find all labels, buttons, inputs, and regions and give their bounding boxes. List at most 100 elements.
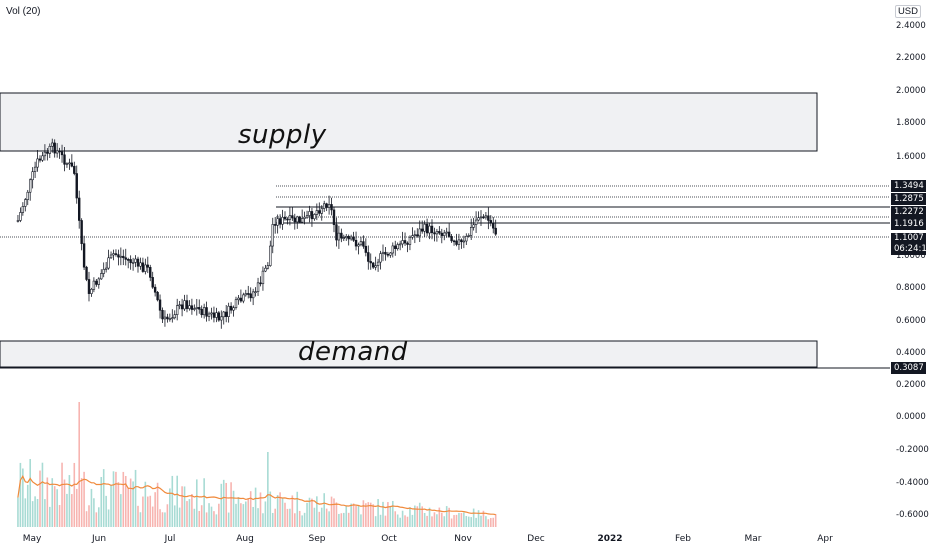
- candle-body: [153, 286, 157, 293]
- volume-bar: [284, 502, 286, 527]
- volume-bar: [66, 493, 68, 527]
- candle-body: [180, 304, 184, 310]
- last-price-tag[interactable]: 1.1007 06:24:16: [891, 233, 932, 255]
- candle-body: [41, 155, 44, 161]
- volume-bar: [58, 505, 61, 527]
- candle-body: [278, 218, 282, 225]
- candle-body: [237, 297, 240, 301]
- candle-body: [261, 270, 265, 285]
- candle-body: [166, 316, 169, 320]
- candle-body: [474, 219, 478, 226]
- candle-body: [318, 210, 321, 214]
- candle-body: [70, 162, 74, 167]
- candle-body: [430, 225, 434, 234]
- supply-zone[interactable]: [0, 92, 818, 152]
- volume-bar: [262, 513, 264, 527]
- volume-bar: [193, 508, 196, 527]
- volume-bar: [423, 512, 426, 527]
- volume-bar: [369, 502, 372, 527]
- candle-body: [227, 305, 230, 317]
- volume-bar: [176, 475, 178, 527]
- volume-bar: [328, 511, 330, 527]
- volume-bar: [210, 506, 213, 527]
- candle-body: [494, 227, 497, 235]
- candle-body: [487, 215, 490, 221]
- price-tick: 0.8000: [896, 283, 926, 293]
- candle-body: [141, 262, 145, 272]
- price-tag[interactable]: 1.2875: [891, 193, 926, 205]
- candle-body: [452, 240, 456, 243]
- candle-body: [423, 223, 426, 232]
- candle-body: [467, 235, 470, 237]
- candle-body: [310, 211, 314, 220]
- volume-bar: [357, 505, 360, 527]
- candle-body: [398, 243, 402, 246]
- candle-body: [95, 280, 98, 285]
- volume-bar: [448, 507, 450, 527]
- currency-label[interactable]: USD: [894, 5, 921, 18]
- price-tag[interactable]: 1.3494: [891, 180, 926, 192]
- volume-tick: 0.2000: [896, 380, 926, 390]
- volume-bar: [240, 503, 242, 527]
- volume-bar: [24, 498, 27, 527]
- date-tick: May: [22, 534, 42, 544]
- volume-bar: [355, 505, 357, 527]
- volume-bar: [455, 514, 458, 527]
- volume-indicator-label[interactable]: Vol (20): [4, 5, 43, 18]
- volume-bar: [68, 475, 71, 527]
- candle-body: [151, 277, 154, 288]
- candle-body: [212, 312, 216, 318]
- candle-body: [249, 293, 252, 299]
- candle-body: [82, 243, 86, 268]
- volume-bar: [330, 496, 333, 527]
- candle-body: [330, 204, 333, 211]
- candle-body: [175, 305, 179, 315]
- volume-tick: -0.6000: [896, 510, 929, 520]
- volume-bar: [352, 503, 355, 527]
- candle-body: [190, 305, 194, 310]
- candle-body: [46, 151, 49, 154]
- candle-body: [48, 145, 51, 154]
- candle-body: [364, 245, 368, 253]
- price-tick: 2.0000: [896, 86, 926, 96]
- volume-bar: [26, 484, 29, 527]
- volume-bar: [259, 492, 262, 527]
- price-tag[interactable]: 1.1916: [891, 218, 926, 230]
- candle-body: [43, 151, 47, 157]
- candle-body: [53, 142, 56, 154]
- candle-body: [313, 214, 316, 220]
- candle-body: [408, 236, 412, 245]
- volume-bar: [411, 514, 414, 527]
- volume-bar: [31, 501, 34, 527]
- candle-body: [217, 312, 221, 321]
- candle-body: [259, 282, 262, 285]
- volume-bar: [93, 498, 95, 527]
- volume-bar: [178, 507, 181, 527]
- volume-bar: [316, 496, 318, 527]
- candle-body: [484, 215, 488, 218]
- candle-body: [161, 309, 164, 320]
- candle-body: [139, 262, 142, 267]
- candle-body: [472, 224, 475, 228]
- volume-bar: [97, 507, 100, 527]
- candle-body: [38, 158, 42, 161]
- price-tag[interactable]: 0.3087: [891, 362, 926, 374]
- volume-bar: [365, 503, 367, 527]
- volume-bar: [399, 517, 401, 527]
- candle-body: [65, 163, 69, 165]
- candle-body: [288, 215, 292, 220]
- volume-bar: [279, 492, 281, 527]
- volume-bar: [110, 485, 112, 527]
- volume-bar: [494, 514, 497, 527]
- candle-body: [104, 267, 108, 270]
- demand-zone[interactable]: [0, 340, 818, 368]
- volume-bar: [303, 512, 306, 527]
- volume-bar: [247, 498, 250, 527]
- candle-body: [440, 232, 443, 236]
- candle-body: [215, 312, 218, 318]
- price-tag[interactable]: 1.2272: [891, 206, 926, 218]
- volume-bar: [146, 496, 149, 527]
- date-tick: Oct: [381, 534, 397, 544]
